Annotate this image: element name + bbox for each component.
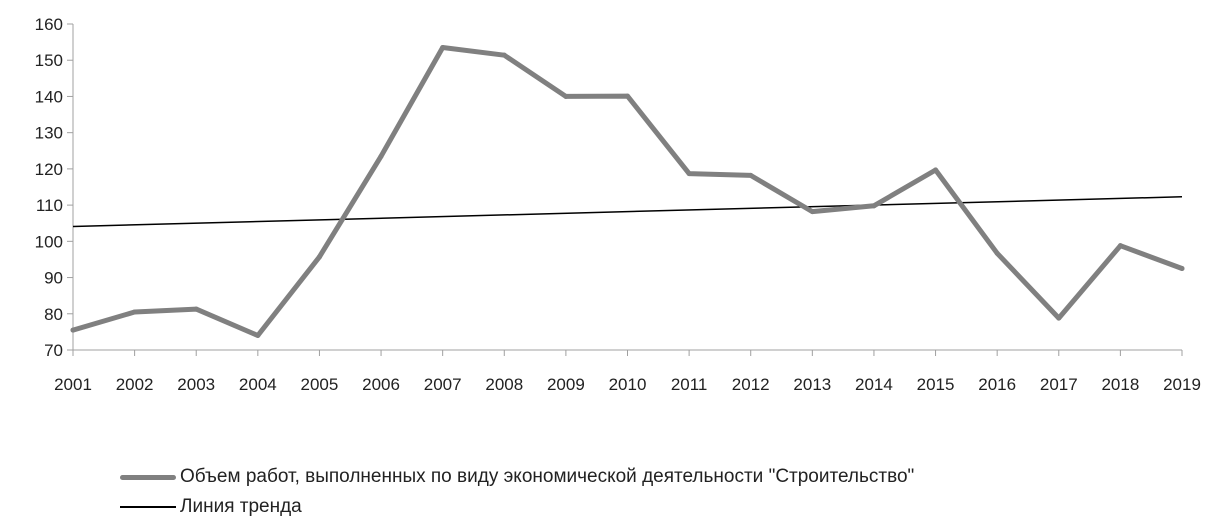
y-tick-label: 110 — [36, 196, 63, 215]
data-point — [255, 333, 261, 339]
data-point — [1179, 266, 1185, 271]
legend: Объем работ, выполненных по виду экономи… — [120, 462, 914, 522]
y-tick-label: 70 — [44, 341, 63, 360]
x-tick-label: 2018 — [1101, 375, 1139, 394]
data-point — [378, 153, 384, 159]
data-point — [70, 327, 76, 333]
legend-swatch-trend — [120, 506, 176, 508]
x-tick-label: 2007 — [424, 375, 462, 394]
data-point — [809, 209, 815, 215]
data-point — [563, 93, 569, 99]
data-point — [871, 203, 877, 209]
legend-label-series: Объем работ, выполненных по виду экономи… — [180, 466, 915, 487]
x-tick-label: 2003 — [177, 375, 215, 394]
x-tick-label: 2014 — [855, 375, 893, 394]
legend-swatch-series — [120, 474, 176, 480]
legend-item-series: Объем работ, выполненных по виду экономи… — [120, 462, 914, 492]
x-tick-label: 2008 — [485, 375, 523, 394]
data-point — [193, 306, 199, 312]
y-tick-label: 90 — [44, 269, 63, 288]
data-point — [501, 52, 507, 58]
legend-label-trend: Линия тренда — [180, 496, 302, 517]
x-tick-label: 2010 — [609, 375, 647, 394]
x-tick-label: 2013 — [793, 375, 831, 394]
data-point — [132, 309, 138, 315]
y-tick-label: 160 — [35, 15, 63, 34]
x-tick-label: 2006 — [362, 375, 400, 394]
data-point — [1117, 243, 1123, 249]
y-tick-label: 150 — [35, 51, 63, 70]
data-point — [686, 171, 692, 177]
x-tick-label: 2012 — [732, 375, 770, 394]
y-tick-label: 130 — [35, 124, 63, 143]
data-point — [748, 172, 754, 178]
series-line-construction — [70, 45, 1185, 338]
x-tick-label: 2009 — [547, 375, 585, 394]
data-point — [440, 45, 446, 51]
data-point — [994, 250, 1000, 256]
x-tick-label: 2004 — [239, 375, 277, 394]
x-tick-label: 2019 — [1163, 375, 1201, 394]
legend-item-trend: Линия тренда — [120, 492, 914, 522]
data-point — [316, 254, 322, 260]
y-tick-label: 140 — [35, 87, 63, 106]
x-tick-label: 2017 — [1040, 375, 1078, 394]
data-point — [933, 167, 939, 173]
x-tick-label: 2001 — [54, 375, 92, 394]
y-tick-label: 80 — [44, 305, 63, 324]
x-tick-label: 2005 — [301, 375, 339, 394]
x-tick-label: 2011 — [671, 375, 708, 394]
x-tick-label: 2015 — [917, 375, 955, 394]
x-tick-label: 2002 — [116, 375, 154, 394]
y-tick-label: 100 — [35, 232, 63, 251]
data-point — [1056, 315, 1062, 321]
x-tick-label: 2016 — [978, 375, 1016, 394]
trend-line — [72, 196, 1183, 228]
y-tick-label: 120 — [35, 160, 63, 179]
data-point — [625, 93, 630, 99]
